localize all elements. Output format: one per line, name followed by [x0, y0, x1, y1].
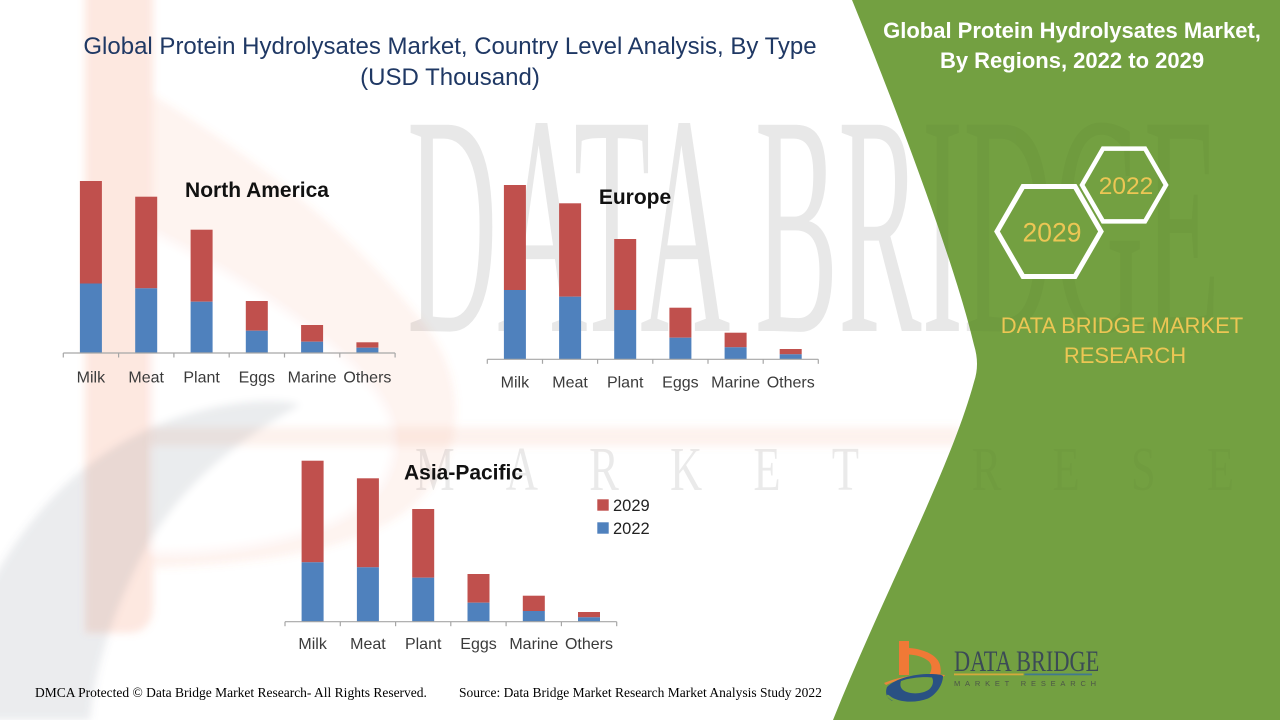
svg-text:Milk: Milk — [298, 636, 327, 653]
svg-text:DATA BRIDGE: DATA BRIDGE — [954, 644, 1099, 678]
svg-text:Plant: Plant — [405, 636, 442, 653]
svg-text:Marine: Marine — [711, 375, 760, 392]
svg-text:Others: Others — [343, 370, 391, 387]
svg-text:2029: 2029 — [1023, 218, 1082, 248]
svg-text:Plant: Plant — [607, 375, 644, 392]
svg-text:Global Protein Hydrolysates Ma: Global Protein Hydrolysates Market, Coun… — [83, 33, 816, 60]
svg-text:DMCA Protected © Data Bridge M: DMCA Protected © Data Bridge Market Rese… — [35, 685, 427, 700]
svg-text:Europe: Europe — [599, 186, 671, 209]
svg-text:Milk: Milk — [77, 370, 106, 387]
svg-text:Milk: Milk — [501, 375, 530, 392]
svg-text:North America: North America — [185, 179, 329, 202]
svg-text:2029: 2029 — [613, 497, 650, 515]
svg-text:Eggs: Eggs — [460, 636, 496, 653]
svg-text:Others: Others — [767, 375, 815, 392]
svg-text:2022: 2022 — [1099, 173, 1154, 200]
svg-text:Global Protein Hydrolysates Ma: Global Protein Hydrolysates Market, — [883, 18, 1261, 43]
svg-text:MARKET RESEARCH: MARKET RESEARCH — [954, 679, 1101, 688]
svg-text:By Regions, 2022 to 2029: By Regions, 2022 to 2029 — [940, 48, 1204, 73]
svg-text:Others: Others — [565, 636, 613, 653]
svg-text:Meat: Meat — [552, 375, 588, 392]
svg-text:Meat: Meat — [128, 370, 164, 387]
svg-text:Plant: Plant — [183, 370, 220, 387]
svg-text:Asia-Pacific: Asia-Pacific — [404, 462, 523, 485]
svg-text:Marine: Marine — [288, 370, 337, 387]
svg-text:(USD Thousand): (USD Thousand) — [360, 64, 540, 91]
svg-text:Marine: Marine — [509, 636, 558, 653]
svg-text:Eggs: Eggs — [662, 375, 698, 392]
svg-text:Source: Data Bridge Market Res: Source: Data Bridge Market Research Mark… — [459, 685, 822, 700]
svg-text:DATA BRIDGE MARKET: DATA BRIDGE MARKET — [1001, 313, 1243, 338]
svg-text:2022: 2022 — [613, 520, 650, 538]
svg-text:Meat: Meat — [350, 636, 386, 653]
svg-text:RESEARCH: RESEARCH — [1064, 343, 1186, 368]
svg-text:Eggs: Eggs — [239, 370, 275, 387]
